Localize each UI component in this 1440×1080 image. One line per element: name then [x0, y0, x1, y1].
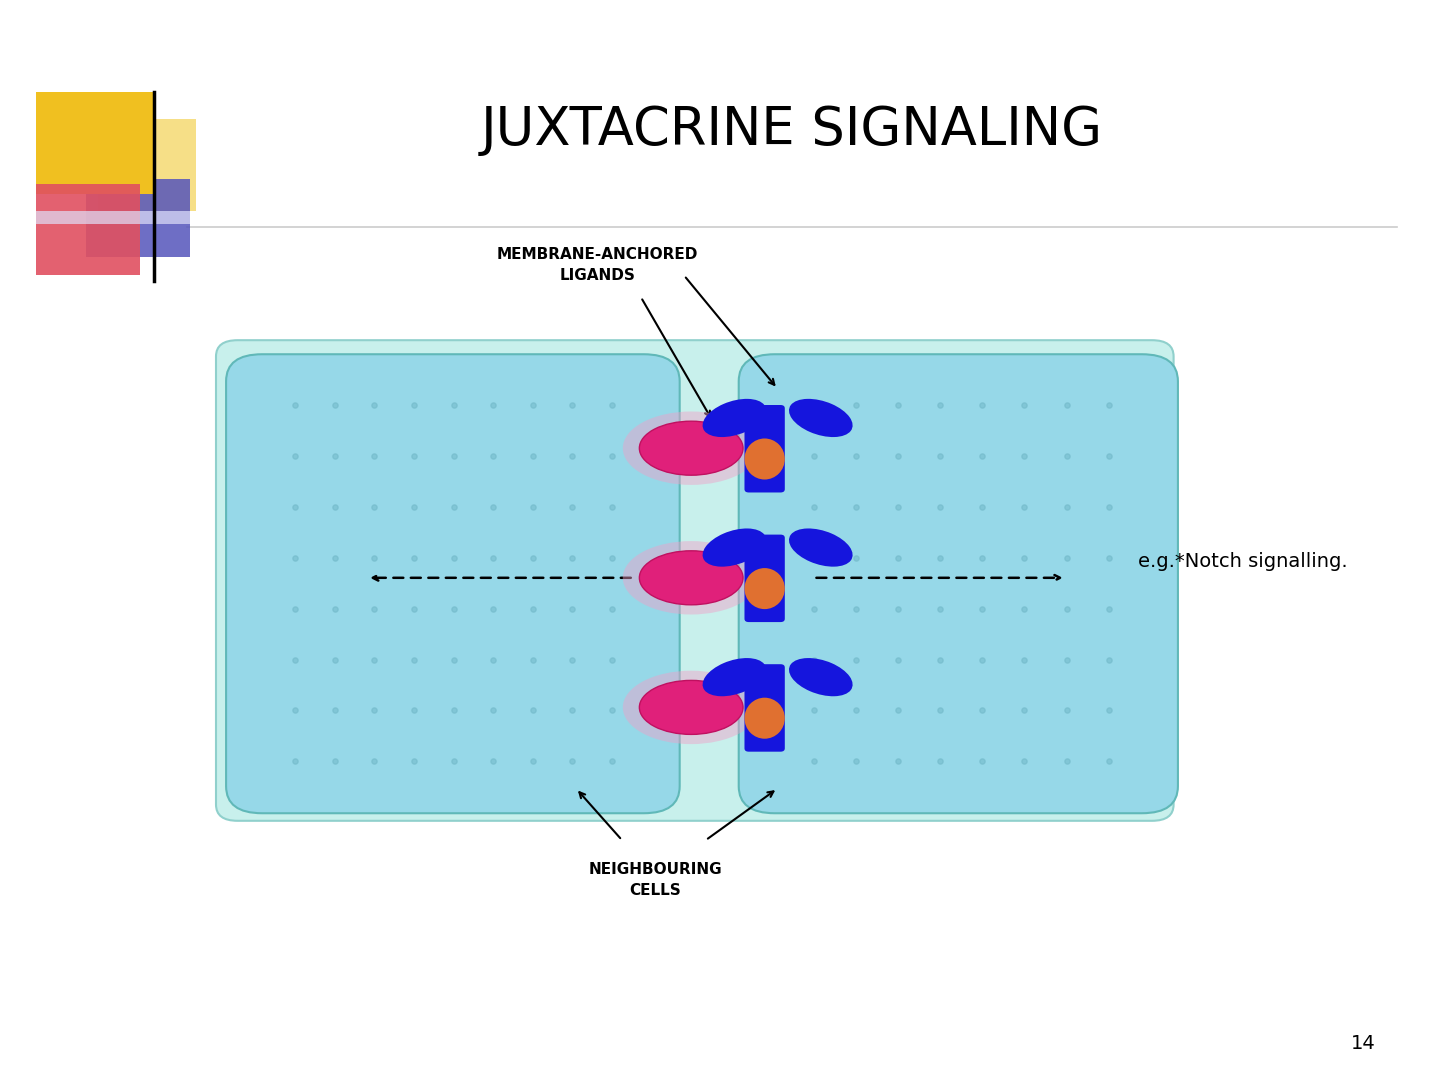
Ellipse shape	[744, 568, 785, 609]
FancyBboxPatch shape	[739, 354, 1178, 813]
FancyBboxPatch shape	[226, 354, 680, 813]
Ellipse shape	[789, 528, 852, 567]
Ellipse shape	[622, 541, 760, 615]
Ellipse shape	[703, 399, 766, 437]
Text: JUXTACRINE SIGNALING: JUXTACRINE SIGNALING	[481, 104, 1103, 156]
FancyBboxPatch shape	[744, 405, 785, 492]
Ellipse shape	[703, 528, 766, 567]
Text: 14: 14	[1351, 1034, 1375, 1053]
Ellipse shape	[703, 658, 766, 697]
FancyBboxPatch shape	[744, 535, 785, 622]
Ellipse shape	[744, 438, 785, 480]
FancyBboxPatch shape	[86, 179, 190, 257]
FancyBboxPatch shape	[36, 184, 140, 275]
Ellipse shape	[789, 658, 852, 697]
Ellipse shape	[639, 551, 743, 605]
Ellipse shape	[622, 411, 760, 485]
FancyBboxPatch shape	[216, 340, 1174, 821]
Ellipse shape	[789, 399, 852, 437]
Text: e.g.*Notch signalling.: e.g.*Notch signalling.	[1138, 552, 1348, 571]
Ellipse shape	[639, 680, 743, 734]
FancyBboxPatch shape	[98, 119, 196, 211]
Ellipse shape	[639, 421, 743, 475]
Text: NEIGHBOURING
CELLS: NEIGHBOURING CELLS	[589, 862, 721, 899]
Ellipse shape	[622, 671, 760, 744]
FancyBboxPatch shape	[36, 211, 190, 224]
Text: MEMBRANE-ANCHORED
LIGANDS: MEMBRANE-ANCHORED LIGANDS	[497, 246, 698, 283]
FancyBboxPatch shape	[36, 92, 154, 194]
Ellipse shape	[744, 698, 785, 739]
FancyBboxPatch shape	[744, 664, 785, 752]
